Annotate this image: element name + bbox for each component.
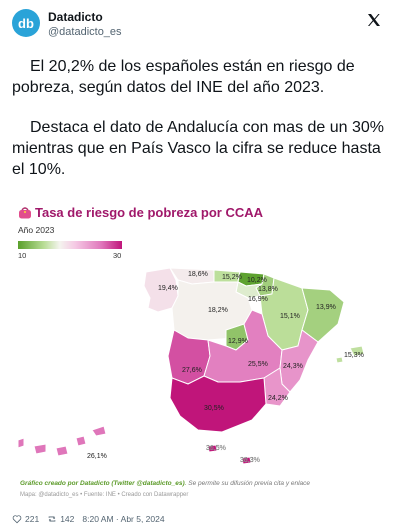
value-label: 13,8%: [258, 286, 278, 293]
region-galicia[interactable]: [143, 267, 179, 313]
heart-icon: [12, 515, 22, 524]
value-label: 10,2%: [247, 277, 267, 284]
tweet-text: El 20,2% de los españoles están en riesg…: [12, 56, 388, 199]
region-andalucia[interactable]: [169, 375, 267, 433]
value-label: 24,3%: [283, 363, 303, 370]
value-label: 13,9%: [316, 304, 336, 311]
region-melilla[interactable]: [241, 456, 252, 465]
tweet-footer: 221 142 8:20 AM · Abr 5, 2024: [12, 512, 173, 526]
legend-min-label: 10: [18, 251, 27, 260]
value-label: 16,9%: [248, 296, 268, 303]
value-label: 26,1%: [87, 453, 107, 460]
value-label: 12,9%: [228, 338, 248, 345]
region-canarias[interactable]: [17, 425, 107, 457]
tweet-header: db Datadicto @datadicto_es: [12, 8, 388, 42]
chart-title: Tasa de riesgo de pobreza por CCAA: [18, 205, 263, 220]
tweet-paragraph-1: El 20,2% de los españoles están en riesg…: [12, 58, 355, 96]
timestamp[interactable]: 8:20 AM · Abr 5, 2024: [82, 514, 165, 524]
avatar[interactable]: db: [12, 9, 40, 37]
legend-max-label: 30: [113, 251, 122, 260]
region-cataluna[interactable]: [301, 287, 345, 343]
x-logo-icon[interactable]: [366, 12, 382, 28]
chart-card[interactable]: Tasa de riesgo de pobreza por CCAA Año 2…: [12, 198, 388, 506]
purse-icon: [19, 206, 31, 218]
chart-source: Mapa: @datadicto_es • Fuente: INE • Crea…: [20, 492, 189, 498]
value-label: 30,5%: [204, 405, 224, 412]
author-handle[interactable]: @datadicto_es: [48, 26, 122, 38]
region-baleares[interactable]: [349, 345, 365, 357]
tweet-paragraph-2: Destaca el dato de Andalucía con mas de …: [12, 119, 385, 178]
like-button[interactable]: 221: [12, 514, 39, 524]
value-label: 36,5%: [206, 445, 226, 452]
avatar-text: db: [18, 15, 34, 31]
author-name[interactable]: Datadicto: [48, 10, 103, 24]
value-label: 15,3%: [344, 352, 364, 359]
spain-map[interactable]: 19,4% 18,6% 15,2% 10,2% 13,8% 16,9% 15,1% 13,9%…: [12, 260, 388, 470]
retweet-icon: [48, 516, 56, 522]
value-label: 27,6%: [182, 367, 202, 374]
value-label: 15,1%: [280, 313, 300, 320]
value-label: 15,2%: [222, 274, 242, 281]
credit-author[interactable]: Gráfico creado por Datadicto (Twitter @d…: [20, 480, 185, 487]
retweet-count: 142: [60, 514, 75, 524]
region-baleares-2[interactable]: [335, 356, 344, 364]
value-label: 18,2%: [208, 307, 228, 314]
value-label: 25,5%: [248, 361, 268, 368]
value-label: 19,4%: [158, 285, 178, 292]
chart-credit: Gráfico creado por Datadicto (Twitter @d…: [20, 480, 311, 487]
credit-note: Se permite su difusión previa cita y enl…: [188, 480, 311, 487]
value-label: 38,3%: [240, 457, 260, 464]
chart-subtitle: Año 2023: [18, 225, 55, 235]
value-label: 24,2%: [268, 395, 288, 402]
like-count: 221: [25, 514, 40, 524]
value-label: 18,6%: [188, 271, 208, 278]
retweet-button[interactable]: 142: [47, 514, 74, 524]
legend-gradient: [18, 241, 122, 249]
chart-title-text: Tasa de riesgo de pobreza por CCAA: [35, 205, 264, 220]
region-ceuta[interactable]: [207, 444, 218, 453]
